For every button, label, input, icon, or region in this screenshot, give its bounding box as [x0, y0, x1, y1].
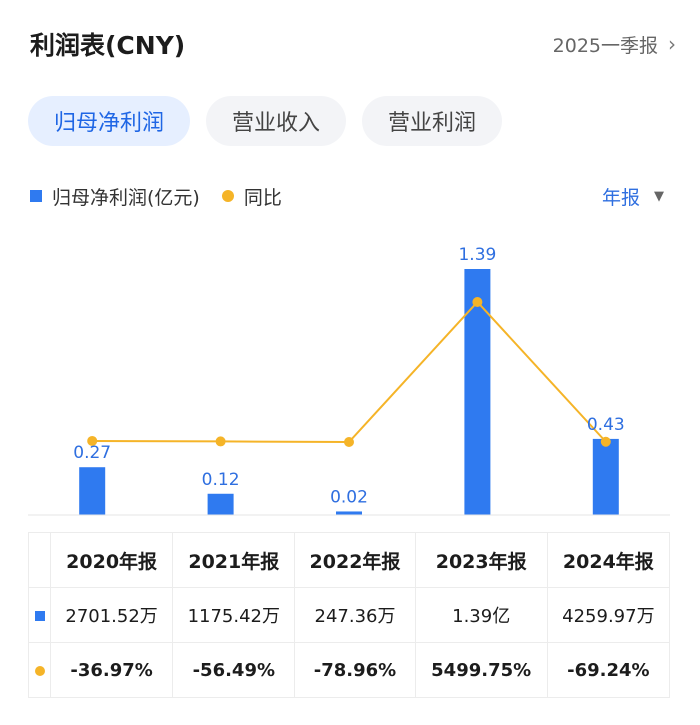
line-series-marker	[34, 665, 45, 676]
legend-bar-label: 归母净利润(亿元)	[52, 186, 200, 209]
bar-value-label: 0.43	[587, 415, 625, 435]
bar-value-label: 0.27	[73, 443, 111, 463]
col-2020: 2020年报	[49, 532, 174, 588]
tab-net-profit[interactable]: 归母净利润	[28, 96, 191, 146]
bar-2022年报	[336, 511, 362, 515]
legend-bar-marker	[30, 190, 42, 202]
bar-value-label: 0.02	[330, 487, 368, 507]
yoy-cell: 5499.75%	[414, 642, 548, 698]
yoy-point-2023年报	[472, 297, 483, 307]
page-title: 利润表(CNY)	[30, 31, 186, 60]
period-label: 2025一季报	[552, 34, 658, 57]
table-row-values: 2701.52万 1175.42万 247.36万 1.39亿 4259.97万	[28, 587, 671, 643]
data-table: 2020年报 2021年报 2022年报 2023年报 2024年报 2701.…	[28, 532, 671, 698]
col-2021: 2021年报	[172, 532, 296, 588]
yoy-point-2020年报	[87, 435, 98, 446]
yoy-line	[92, 300, 607, 444]
metric-tabs: 归母净利润 营业收入 营业利润	[28, 96, 503, 146]
value-cell: 1.39亿	[414, 587, 548, 643]
yoy-point-2022年报	[344, 437, 354, 447]
chart-legend: 归母净利润(亿元) 同比 年报 ▼	[30, 182, 664, 210]
legend-line-label: 同比	[243, 186, 282, 209]
bar-2020年报	[79, 467, 106, 515]
bar-value-label: 1.39	[458, 245, 496, 265]
value-cell: 1175.42万	[172, 587, 296, 643]
period-selector[interactable]: 2025一季报 ›	[553, 31, 676, 58]
chevron-right-icon: ›	[668, 32, 676, 56]
legend-line-marker	[221, 190, 234, 202]
yoy-cell: -36.97%	[49, 642, 174, 698]
header: 利润表(CNY) 2025一季报 ›	[30, 24, 676, 64]
frequency-dropdown[interactable]: 年报 ▼	[602, 183, 664, 210]
value-cell: 2701.52万	[49, 587, 174, 643]
col-2022: 2022年报	[294, 532, 416, 588]
bar-2024年报	[592, 438, 619, 515]
frequency-label: 年报	[601, 186, 640, 209]
value-cell: 4259.97万	[546, 587, 671, 643]
yoy-cell: -69.24%	[546, 642, 671, 698]
col-2024: 2024年报	[546, 532, 671, 588]
bar-value-label: 0.12	[202, 470, 240, 490]
yoy-cell: -56.49%	[172, 642, 296, 698]
value-cell: 247.36万	[294, 587, 416, 643]
table-header-row: 2020年报 2021年报 2022年报 2023年报 2024年报	[28, 532, 671, 588]
tab-revenue[interactable]: 营业收入	[206, 96, 347, 146]
profit-chart: 0.27 0.12 0.02 1.39 0.43	[28, 245, 670, 516]
tab-operating-profit[interactable]: 营业利润	[362, 96, 503, 146]
caret-down-icon: ▼	[654, 188, 664, 204]
bar-2021年报	[207, 493, 234, 515]
table-row-yoy: -36.97% -56.49% -78.96% 5499.75% -69.24%	[28, 642, 671, 698]
col-2023: 2023年报	[414, 532, 548, 588]
yoy-cell: -78.96%	[294, 642, 416, 698]
yoy-point-2021年报	[215, 436, 226, 447]
bar-series-marker	[34, 610, 45, 621]
yoy-point-2024年报	[600, 436, 611, 447]
